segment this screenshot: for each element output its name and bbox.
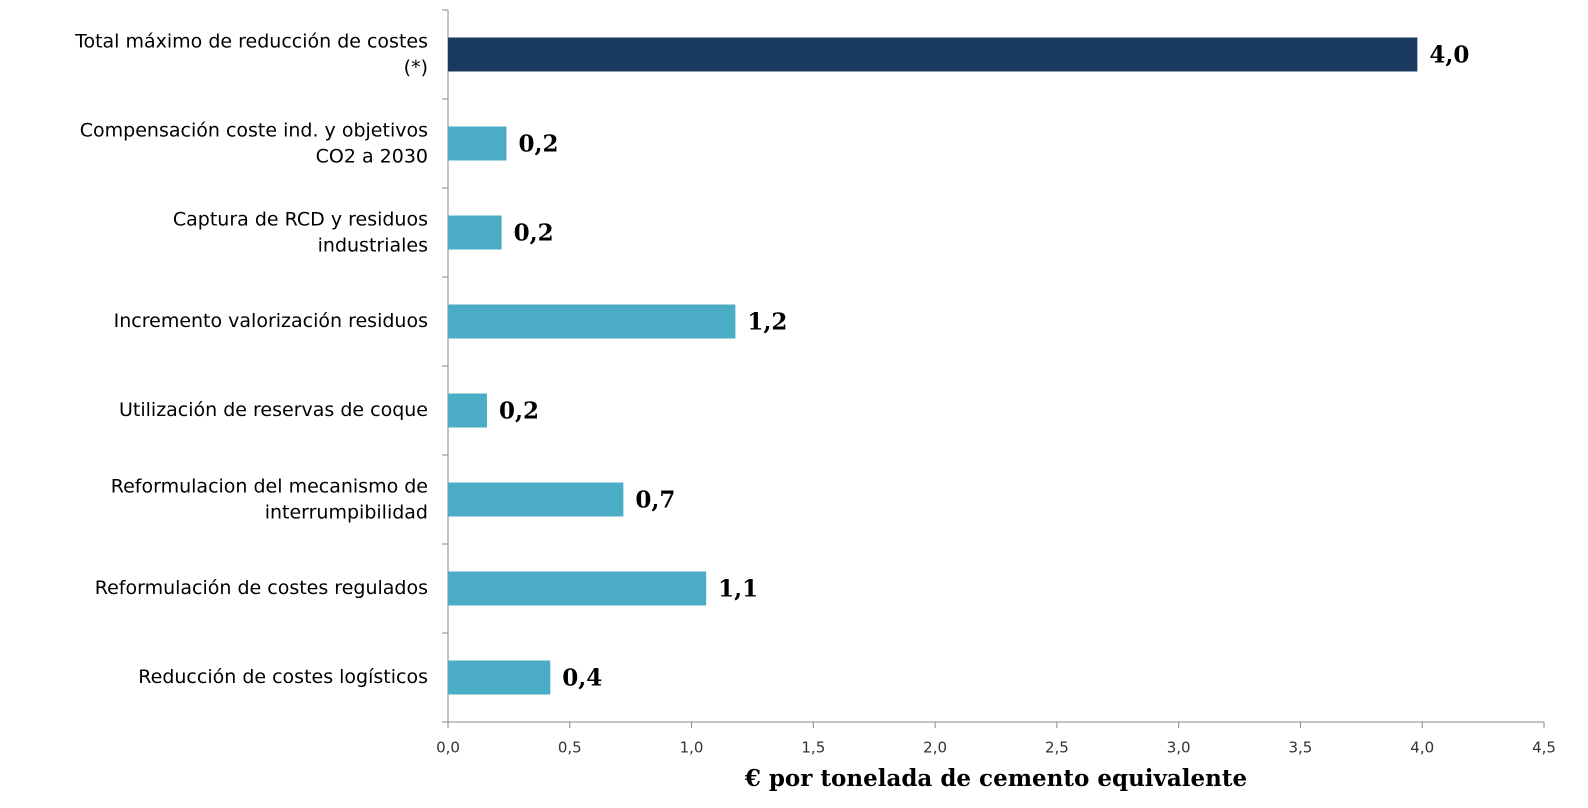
bar (448, 215, 502, 250)
x-tick-label: 2,5 (1045, 739, 1069, 757)
y-tick-label: Total máximo de reducción de costes (*) (74, 30, 428, 78)
x-tick-label: 0,0 (436, 739, 460, 757)
value-label: 1,1 (718, 576, 758, 603)
bar (448, 571, 707, 606)
x-tick-label: 1,5 (801, 739, 825, 757)
x-tick-label: 0,5 (558, 739, 582, 757)
y-tick-label: Utilización de reservas de coque (119, 399, 428, 421)
bar (448, 482, 624, 517)
y-tick-label: Captura de RCD y residuos industriales (173, 208, 428, 256)
value-label: 1,2 (747, 309, 787, 336)
y-tick-label: Compensación coste ind. y objetivos CO2 a… (80, 119, 428, 167)
bar (448, 393, 487, 428)
value-label: 0,2 (518, 131, 558, 158)
y-tick-label: Reformulación de costes regulados (95, 577, 428, 599)
x-tick-label: 4,5 (1532, 739, 1556, 757)
y-tick-label: Incremento valorización residuos (114, 310, 428, 332)
bar (448, 304, 736, 339)
bar (448, 660, 551, 695)
x-tick-label: 3,0 (1167, 739, 1191, 757)
y-tick-label: Reformulacion del mecanismo de interrumpi… (111, 475, 428, 523)
value-label: 0,4 (562, 665, 602, 692)
bar (448, 126, 507, 161)
x-tick-label: 1,0 (680, 739, 704, 757)
x-tick-label: 2,0 (923, 739, 947, 757)
x-tick-label: 4,0 (1410, 739, 1434, 757)
value-label: 0,2 (514, 220, 554, 247)
y-tick-label: Reducción de costes logísticos (138, 666, 428, 688)
bar (448, 37, 1418, 72)
value-label: 4,0 (1429, 42, 1469, 69)
x-axis-title: € por tonelada de cemento equivalente (744, 765, 1247, 792)
value-label: 0,7 (635, 487, 675, 514)
value-label: 0,2 (499, 398, 539, 425)
x-tick-label: 3,5 (1289, 739, 1313, 757)
